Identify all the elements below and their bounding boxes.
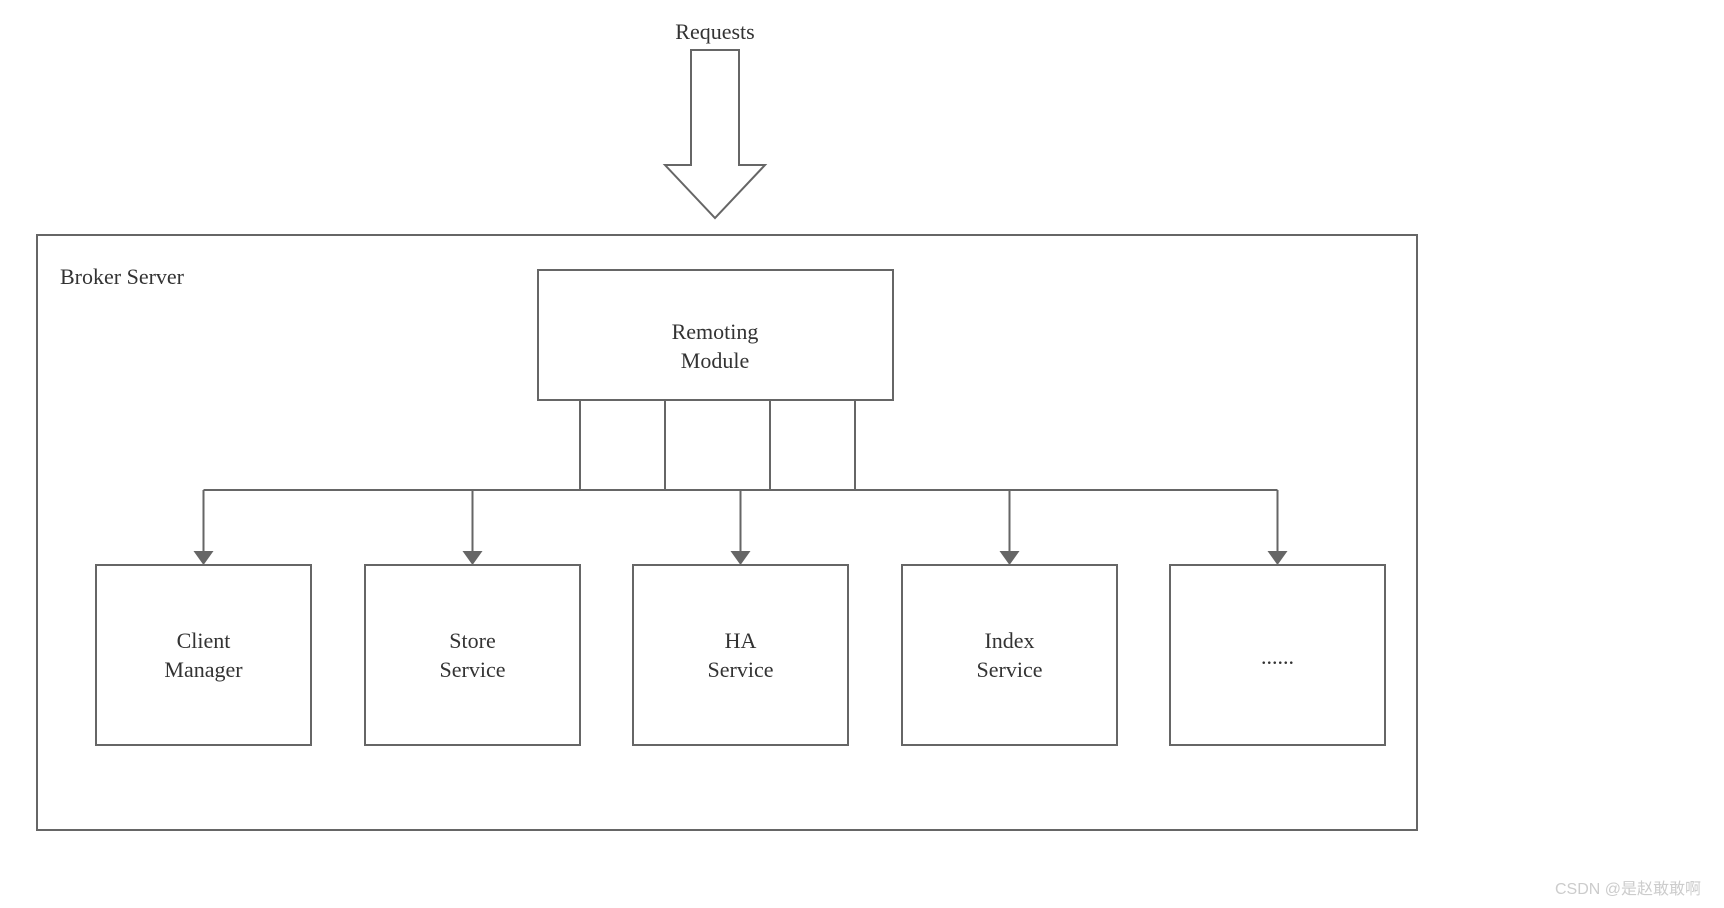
broker-server-label: Broker Server: [60, 263, 184, 292]
ellipsis-label: ......: [1170, 643, 1385, 672]
store-service-label: StoreService: [365, 627, 580, 684]
arrowhead-4: [1268, 551, 1288, 565]
client-manager-label: ClientManager: [96, 627, 311, 684]
arrowhead-2: [731, 551, 751, 565]
remoting-line2: Module: [681, 348, 749, 373]
arrowhead-0: [194, 551, 214, 565]
index-service-label: IndexService: [902, 627, 1117, 684]
diagram-canvas: [0, 0, 1724, 908]
arrowhead-3: [1000, 551, 1020, 565]
requests-arrow: [665, 50, 765, 218]
remoting-line1: Remoting: [672, 319, 759, 344]
watermark-text: CSDN @是赵敢敢啊: [1555, 875, 1701, 899]
requests-label: Requests: [655, 18, 775, 47]
arrowhead-1: [463, 551, 483, 565]
ha-service-label: HAService: [633, 627, 848, 684]
remoting-module-label: Remoting Module: [615, 318, 815, 375]
